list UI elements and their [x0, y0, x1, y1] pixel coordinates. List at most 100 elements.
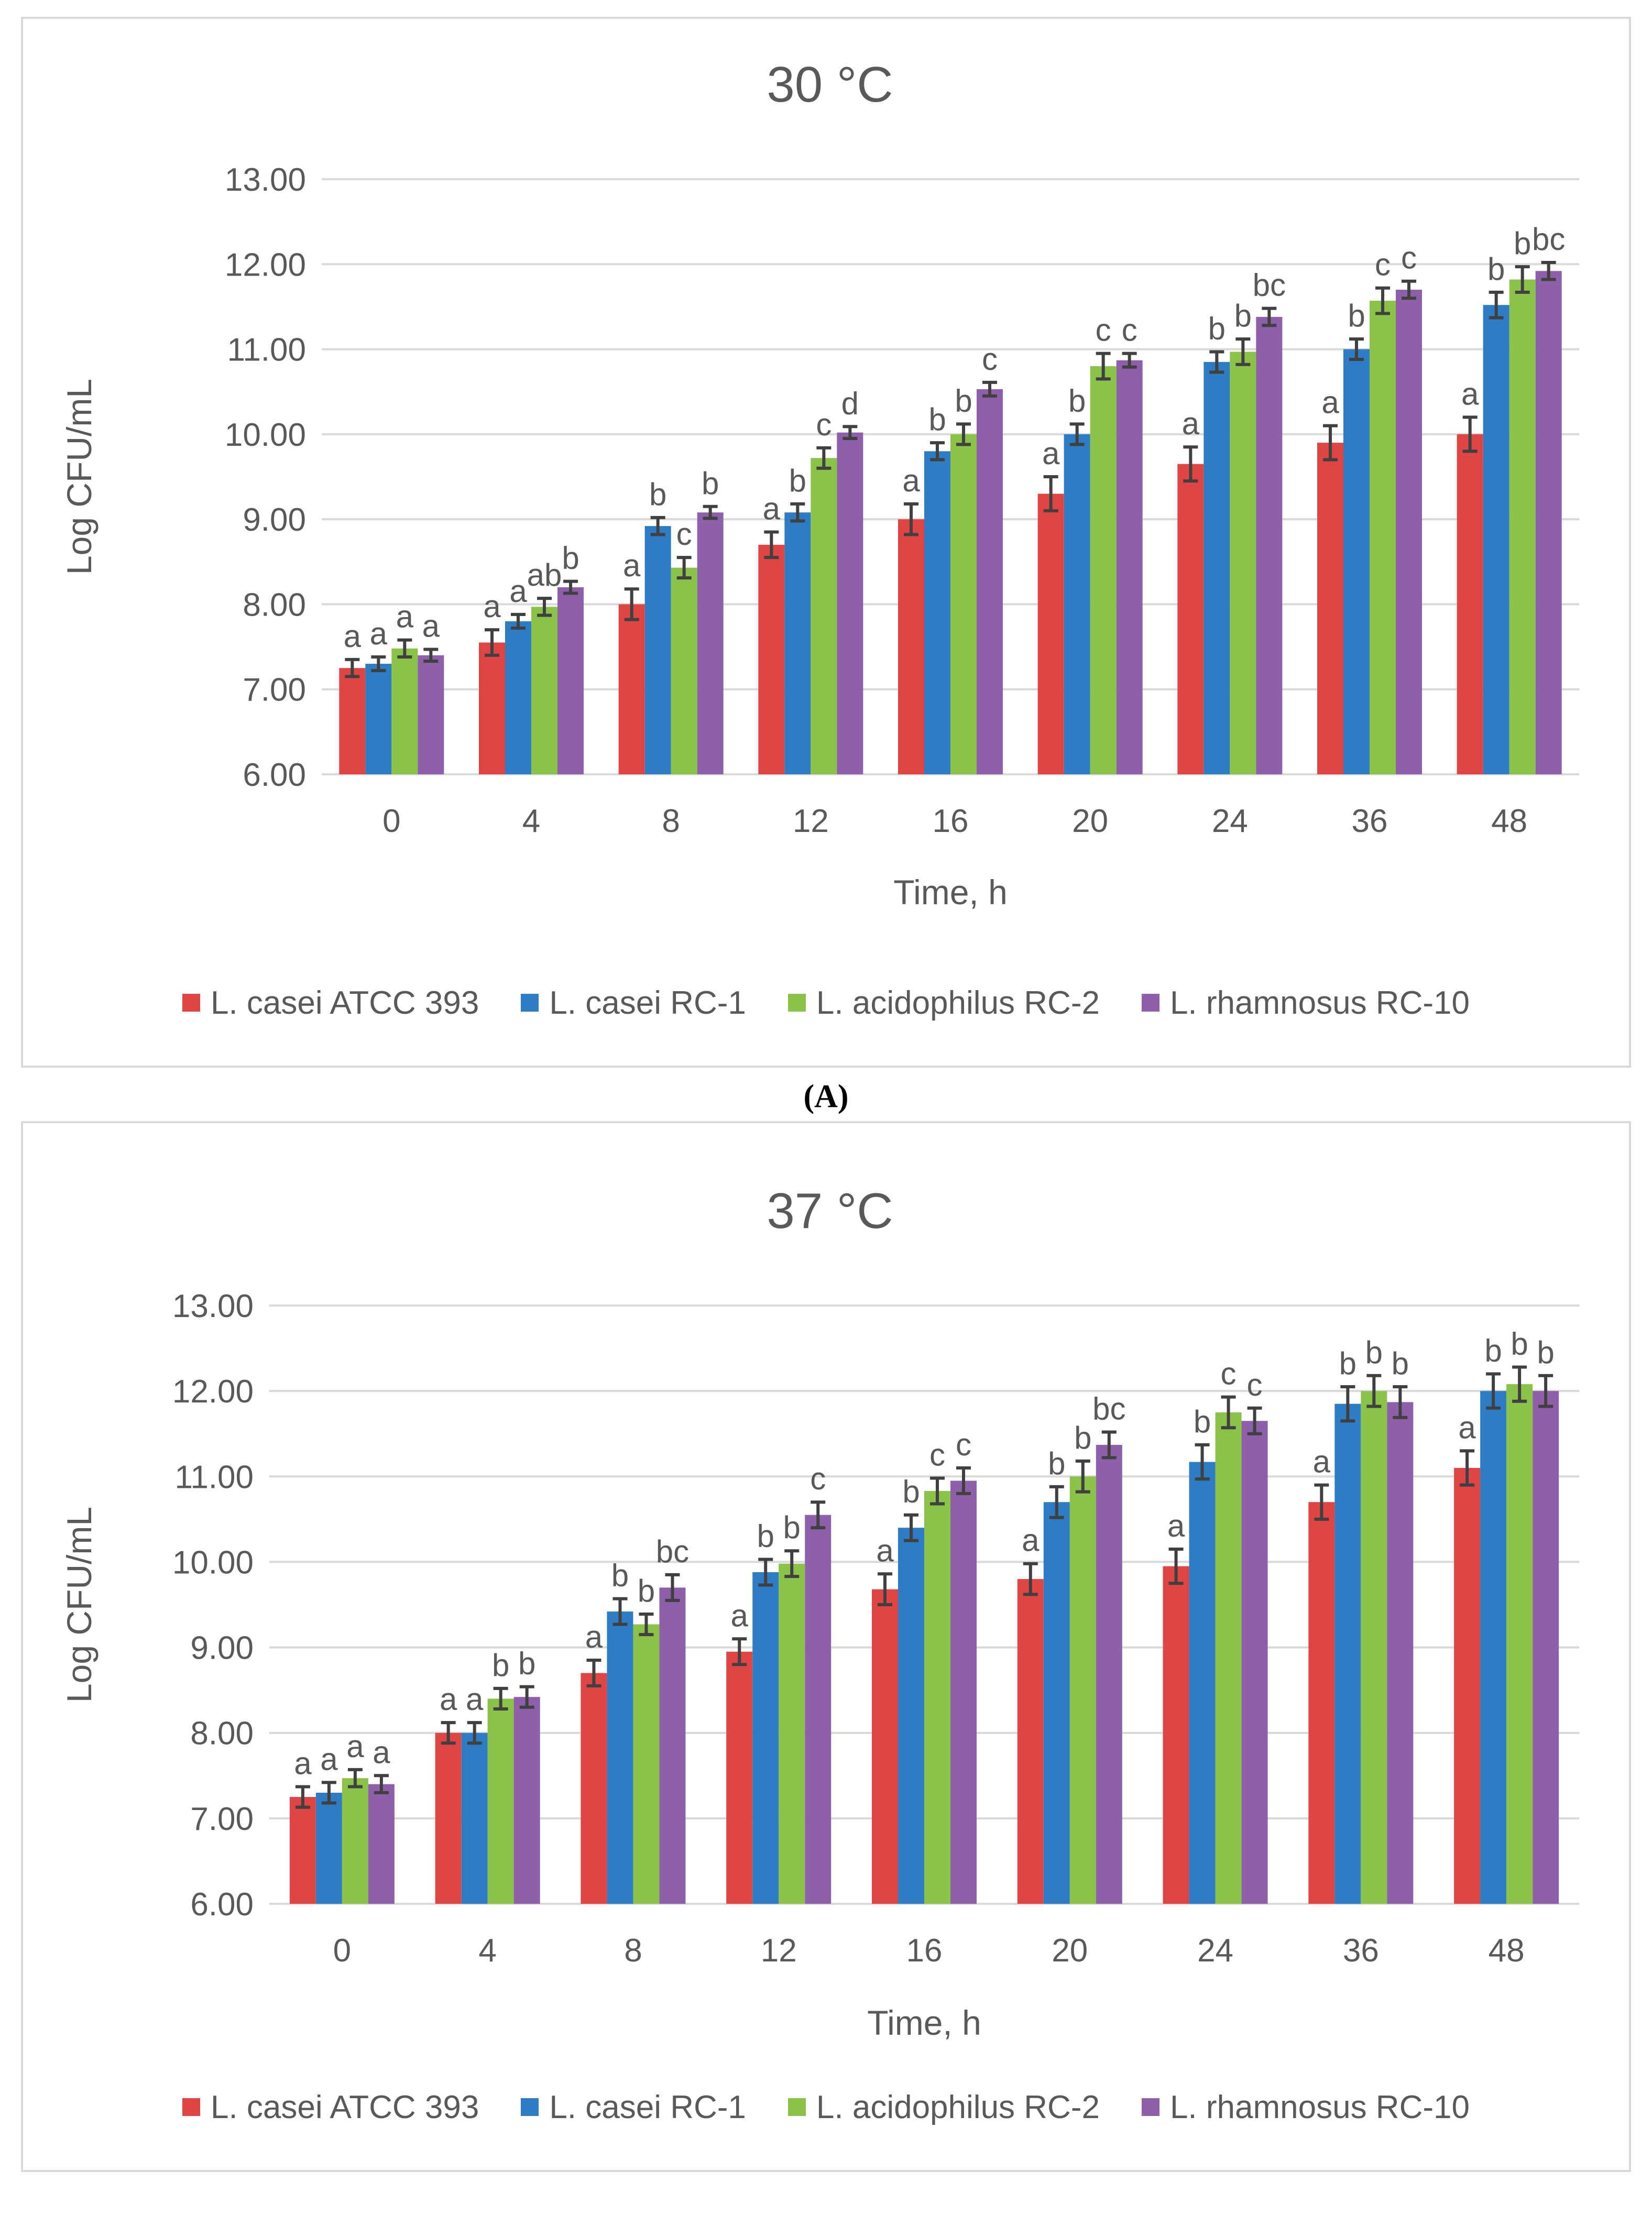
legend-label: L. casei ATCC 393: [211, 2089, 479, 2125]
significance-letter: a: [1313, 1444, 1331, 1479]
y-tick-label: 11.00: [174, 1459, 254, 1495]
bar: [1163, 1566, 1189, 1904]
bar: [1387, 1402, 1414, 1904]
legend-swatch: [1141, 2098, 1159, 2116]
bar: [487, 1698, 514, 1904]
bar: [784, 512, 811, 774]
significance-letter: b: [902, 1474, 920, 1509]
significance-letter: b: [1068, 383, 1086, 418]
bar: [1096, 1444, 1122, 1904]
bar: [1256, 316, 1283, 774]
bar: [1317, 443, 1343, 774]
bar: [365, 664, 392, 774]
significance-letter: b: [1537, 1335, 1554, 1370]
significance-letter: b: [1194, 1404, 1211, 1439]
significance-letter: c: [982, 342, 998, 377]
significance-letter: a: [1461, 376, 1479, 411]
bar: [633, 1624, 660, 1904]
chart-title: 30 °C: [767, 57, 893, 113]
significance-letter: a: [623, 548, 641, 583]
legend-swatch: [787, 994, 806, 1012]
legend-label: L. rhamnosus RC-10: [1169, 984, 1470, 1021]
legend-swatch: [182, 994, 200, 1012]
legend-label: L. casei RC-1: [549, 2089, 746, 2125]
chart-panel-30c: 30 °C 6.00 7.00 8.00 9.00 10.00 11.00 12.00 13.0…: [21, 17, 1631, 1068]
significance-letter: a: [902, 463, 920, 498]
bar: [513, 1697, 540, 1904]
significance-letter: a: [344, 619, 362, 654]
significance-letter: b: [1208, 311, 1226, 346]
bar: [1189, 1462, 1216, 1904]
x-tick-label: 48: [1491, 803, 1527, 839]
legend-37c: L. casei ATCC 393 L. casei RC-1 L. acido…: [23, 2089, 1629, 2125]
significance-letter: bc: [656, 1534, 689, 1569]
y-tick-label: 9.00: [190, 1630, 254, 1666]
bar: [1396, 289, 1422, 774]
significance-letter: b: [1339, 1346, 1356, 1381]
significance-letter: b: [1511, 1326, 1528, 1361]
bar: [758, 544, 785, 774]
legend-item: L. casei RC-1: [521, 2089, 746, 2126]
x-tick-label: 4: [522, 803, 540, 839]
significance-letter: c: [1221, 1356, 1237, 1391]
bar: [1457, 434, 1483, 774]
legend-swatch: [1141, 994, 1159, 1012]
significance-letter: b: [562, 541, 579, 576]
bar: [1533, 1391, 1559, 1904]
legend-item: L. casei ATCC 393: [182, 2089, 479, 2126]
significance-letter: bc: [1253, 268, 1286, 303]
bar: [1069, 1476, 1096, 1904]
significance-letter: a: [422, 608, 440, 643]
bar: [1090, 366, 1117, 774]
legend-30c: L. casei ATCC 393 L. casei RC-1 L. acido…: [23, 984, 1629, 1021]
significance-letter: ab: [527, 557, 562, 593]
legend-item: L. casei RC-1: [521, 984, 746, 1022]
bar: [1215, 1412, 1242, 1904]
x-tick-label: 8: [624, 1933, 642, 1969]
x-tick-label: 20: [1072, 803, 1108, 839]
significance-letter: a: [370, 616, 388, 651]
y-tick-label: 9.00: [243, 502, 306, 538]
significance-letter: a: [1022, 1523, 1040, 1558]
significance-letter: c: [929, 1438, 945, 1473]
x-tick-label: 4: [478, 1933, 496, 1969]
x-axis-label: Time, h: [867, 2003, 981, 2042]
bar: [418, 655, 444, 774]
bar: [461, 1732, 488, 1904]
significance-letter: a: [440, 1682, 457, 1717]
significance-letter: b: [492, 1648, 509, 1683]
x-tick-label: 0: [382, 803, 400, 839]
bar: [1116, 360, 1143, 774]
bar: [1483, 305, 1509, 774]
bar: [779, 1563, 805, 1904]
significance-letter: b: [649, 477, 666, 512]
y-axis-label: Log CFU/mL: [60, 1507, 99, 1703]
y-tick-label: 8.00: [243, 587, 306, 623]
legend-swatch: [521, 994, 539, 1012]
significance-letter: a: [373, 1735, 390, 1770]
significance-letter: c: [810, 1461, 826, 1496]
significance-letter: c: [1096, 313, 1111, 348]
significance-letter: b: [757, 1519, 774, 1554]
significance-letter: a: [1458, 1410, 1476, 1445]
bar: [618, 604, 645, 774]
significance-letter: bc: [1092, 1391, 1125, 1426]
significance-letter: b: [702, 466, 719, 501]
significance-letter: b: [1514, 226, 1531, 261]
x-axis-label: Time, h: [893, 873, 1008, 912]
y-tick-label: 13.00: [225, 162, 306, 198]
bar: [368, 1784, 395, 1904]
x-tick-label: 36: [1343, 1933, 1379, 1969]
bar: [1370, 301, 1396, 774]
x-tick-label: 12: [761, 1933, 797, 1969]
bar: [391, 648, 418, 774]
significance-letter: c: [676, 517, 692, 552]
significance-letter: a: [1182, 406, 1200, 441]
bar: [726, 1651, 753, 1904]
significance-letter: bc: [1532, 222, 1565, 257]
significance-letter: b: [1074, 1420, 1091, 1455]
bar: [581, 1673, 607, 1904]
legend-swatch: [182, 2098, 200, 2116]
bar: [1506, 1384, 1533, 1904]
y-tick-label: 10.00: [225, 417, 306, 453]
